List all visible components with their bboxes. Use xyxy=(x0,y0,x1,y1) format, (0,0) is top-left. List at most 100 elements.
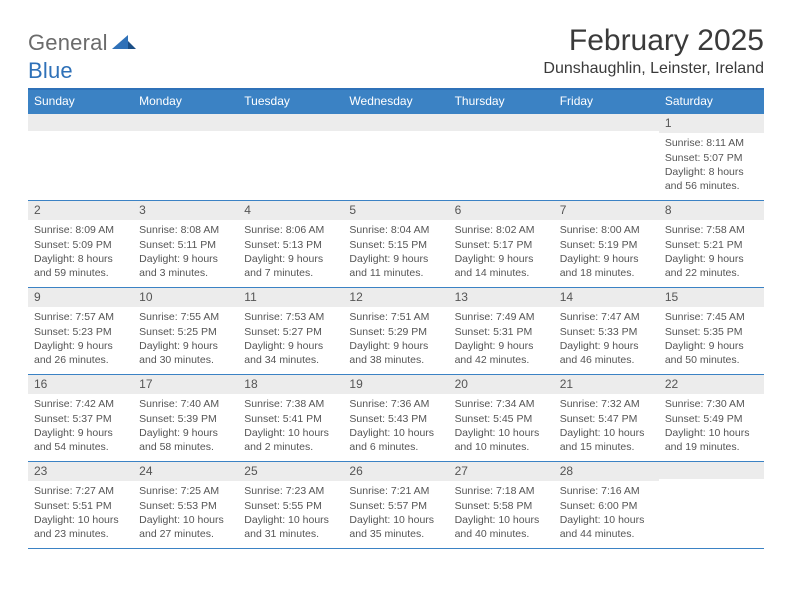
day-number: 3 xyxy=(133,201,238,220)
daylight-text: Daylight: 10 hours and 15 minutes. xyxy=(560,426,653,454)
day-body: Sunrise: 7:38 AMSunset: 5:41 PMDaylight:… xyxy=(238,394,343,460)
day-body: Sunrise: 7:49 AMSunset: 5:31 PMDaylight:… xyxy=(449,307,554,373)
day-number: 28 xyxy=(554,462,659,481)
day-cell xyxy=(449,114,554,200)
sunrise-text: Sunrise: 7:32 AM xyxy=(560,397,653,411)
day-cell: 6Sunrise: 8:02 AMSunset: 5:17 PMDaylight… xyxy=(449,201,554,287)
sunset-text: Sunset: 5:23 PM xyxy=(34,325,127,339)
day-number: 4 xyxy=(238,201,343,220)
day-number: 22 xyxy=(659,375,764,394)
day-body: Sunrise: 7:51 AMSunset: 5:29 PMDaylight:… xyxy=(343,307,448,373)
daylight-text: Daylight: 10 hours and 10 minutes. xyxy=(455,426,548,454)
day-cell: 21 Sunrise: 7:32 AMSunset: 5:47 PMDayligh… xyxy=(554,375,659,461)
weekday-label: Saturday xyxy=(659,90,764,114)
sunset-text: Sunset: 5:21 PM xyxy=(665,238,758,252)
sunrise-text: Sunrise: 7:38 AM xyxy=(244,397,337,411)
daylight-text: Daylight: 9 hours and 38 minutes. xyxy=(349,339,442,367)
sunrise-text: Sunrise: 7:18 AM xyxy=(455,484,548,498)
sunset-text: Sunset: 5:43 PM xyxy=(349,412,442,426)
day-number: 23 xyxy=(28,462,133,481)
daylight-text: Daylight: 9 hours and 26 minutes. xyxy=(34,339,127,367)
day-body xyxy=(133,131,238,140)
sunrise-text: Sunrise: 7:30 AM xyxy=(665,397,758,411)
sunset-text: Sunset: 5:57 PM xyxy=(349,499,442,513)
day-number: 21 xyxy=(554,375,659,394)
sunrise-text: Sunrise: 7:45 AM xyxy=(665,310,758,324)
sunset-text: Sunset: 5:25 PM xyxy=(139,325,232,339)
day-body: Sunrise: 7:53 AMSunset: 5:27 PMDaylight:… xyxy=(238,307,343,373)
day-body: Sunrise: 8:09 AMSunset: 5:09 PMDaylight:… xyxy=(28,220,133,286)
day-body: Sunrise: 8:11 AMSunset: 5:07 PMDaylight:… xyxy=(659,133,764,199)
daylight-text: Daylight: 9 hours and 22 minutes. xyxy=(665,252,758,280)
sunset-text: Sunset: 5:37 PM xyxy=(34,412,127,426)
sunrise-text: Sunrise: 8:00 AM xyxy=(560,223,653,237)
day-cell: 27Sunrise: 7:18 AMSunset: 5:58 PMDayligh… xyxy=(449,462,554,548)
brand-part2: Blue xyxy=(28,58,73,83)
daylight-text: Daylight: 9 hours and 34 minutes. xyxy=(244,339,337,367)
sunrise-text: Sunrise: 7:36 AM xyxy=(349,397,442,411)
day-cell: 13Sunrise: 7:49 AMSunset: 5:31 PMDayligh… xyxy=(449,288,554,374)
sunset-text: Sunset: 5:47 PM xyxy=(560,412,653,426)
brand-mark-icon xyxy=(112,31,138,56)
sunset-text: Sunset: 6:00 PM xyxy=(560,499,653,513)
day-body: Sunrise: 8:08 AMSunset: 5:11 PMDaylight:… xyxy=(133,220,238,286)
day-number: 15 xyxy=(659,288,764,307)
calendar-page: General February 2025 Dunshaughlin, Lein… xyxy=(0,0,792,567)
sunset-text: Sunset: 5:35 PM xyxy=(665,325,758,339)
sunrise-text: Sunrise: 8:02 AM xyxy=(455,223,548,237)
day-cell: 9Sunrise: 7:57 AMSunset: 5:23 PMDaylight… xyxy=(28,288,133,374)
sunset-text: Sunset: 5:17 PM xyxy=(455,238,548,252)
weekday-label: Sunday xyxy=(28,90,133,114)
day-cell: 22Sunrise: 7:30 AMSunset: 5:49 PMDayligh… xyxy=(659,375,764,461)
day-cell xyxy=(343,114,448,200)
sunrise-text: Sunrise: 8:08 AM xyxy=(139,223,232,237)
week-row: 9Sunrise: 7:57 AMSunset: 5:23 PMDaylight… xyxy=(28,288,764,375)
day-body: Sunrise: 7:21 AMSunset: 5:57 PMDaylight:… xyxy=(343,481,448,547)
weekday-label: Thursday xyxy=(449,90,554,114)
sunset-text: Sunset: 5:41 PM xyxy=(244,412,337,426)
sunset-text: Sunset: 5:15 PM xyxy=(349,238,442,252)
day-body: Sunrise: 7:47 AMSunset: 5:33 PMDaylight:… xyxy=(554,307,659,373)
daylight-text: Daylight: 9 hours and 14 minutes. xyxy=(455,252,548,280)
day-number: 11 xyxy=(238,288,343,307)
header: General February 2025 Dunshaughlin, Lein… xyxy=(28,24,764,78)
day-body xyxy=(343,131,448,140)
sunset-text: Sunset: 5:49 PM xyxy=(665,412,758,426)
day-cell: 16Sunrise: 7:42 AMSunset: 5:37 PMDayligh… xyxy=(28,375,133,461)
day-body: Sunrise: 7:30 AMSunset: 5:49 PMDaylight:… xyxy=(659,394,764,460)
sunset-text: Sunset: 5:31 PM xyxy=(455,325,548,339)
day-cell: 23Sunrise: 7:27 AMSunset: 5:51 PMDayligh… xyxy=(28,462,133,548)
day-number: 18 xyxy=(238,375,343,394)
daylight-text: Daylight: 9 hours and 30 minutes. xyxy=(139,339,232,367)
day-cell: 26Sunrise: 7:21 AMSunset: 5:57 PMDayligh… xyxy=(343,462,448,548)
day-cell: 2Sunrise: 8:09 AMSunset: 5:09 PMDaylight… xyxy=(28,201,133,287)
weekday-label: Wednesday xyxy=(343,90,448,114)
day-cell: 28Sunrise: 7:16 AMSunset: 6:00 PMDayligh… xyxy=(554,462,659,548)
week-row: 2Sunrise: 8:09 AMSunset: 5:09 PMDaylight… xyxy=(28,201,764,288)
sunrise-text: Sunrise: 8:04 AM xyxy=(349,223,442,237)
day-number: 17 xyxy=(133,375,238,394)
day-cell: 1Sunrise: 8:11 AMSunset: 5:07 PMDaylight… xyxy=(659,114,764,200)
day-cell: 14Sunrise: 7:47 AMSunset: 5:33 PMDayligh… xyxy=(554,288,659,374)
day-body: Sunrise: 7:42 AMSunset: 5:37 PMDaylight:… xyxy=(28,394,133,460)
weekday-label: Friday xyxy=(554,90,659,114)
daylight-text: Daylight: 10 hours and 23 minutes. xyxy=(34,513,127,541)
sunrise-text: Sunrise: 7:49 AM xyxy=(455,310,548,324)
sunrise-text: Sunrise: 8:11 AM xyxy=(665,136,758,150)
day-cell: 10Sunrise: 7:55 AMSunset: 5:25 PMDayligh… xyxy=(133,288,238,374)
day-body: Sunrise: 7:57 AMSunset: 5:23 PMDaylight:… xyxy=(28,307,133,373)
day-cell: 18Sunrise: 7:38 AMSunset: 5:41 PMDayligh… xyxy=(238,375,343,461)
day-number: 8 xyxy=(659,201,764,220)
sunrise-text: Sunrise: 7:34 AM xyxy=(455,397,548,411)
day-body: Sunrise: 8:04 AMSunset: 5:15 PMDaylight:… xyxy=(343,220,448,286)
day-number xyxy=(554,114,659,131)
sunset-text: Sunset: 5:39 PM xyxy=(139,412,232,426)
day-body: Sunrise: 7:16 AMSunset: 6:00 PMDaylight:… xyxy=(554,481,659,547)
day-cell: 24Sunrise: 7:25 AMSunset: 5:53 PMDayligh… xyxy=(133,462,238,548)
day-number: 2 xyxy=(28,201,133,220)
day-body: Sunrise: 7:45 AMSunset: 5:35 PMDaylight:… xyxy=(659,307,764,373)
sunrise-text: Sunrise: 7:23 AM xyxy=(244,484,337,498)
day-cell: 7Sunrise: 8:00 AMSunset: 5:19 PMDaylight… xyxy=(554,201,659,287)
month-title: February 2025 xyxy=(543,24,764,58)
day-number: 1 xyxy=(659,114,764,133)
